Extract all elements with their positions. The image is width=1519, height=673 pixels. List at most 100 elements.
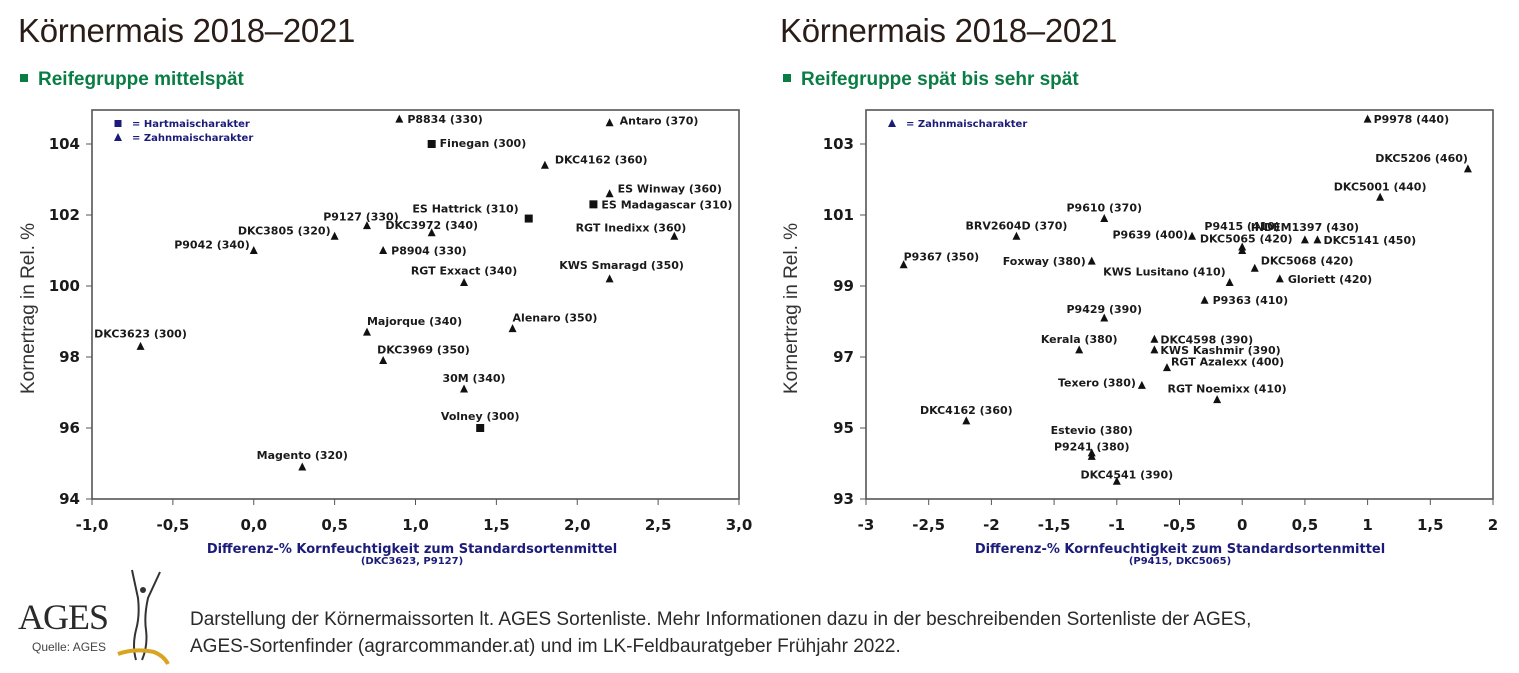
data-point: Alenaro (350) xyxy=(508,312,598,333)
data-point: KWS Smaragd (350) xyxy=(559,259,684,283)
x-tick-label: -2 xyxy=(983,516,1000,534)
chart-2: 93 95 97 99 101 103 -3 -2,5 -2 -1,5 -1 -0,5 0 0,5 1 1,5… xyxy=(781,109,1498,567)
point-label: ES Winway (360) xyxy=(618,183,722,196)
legend-triangle-icon xyxy=(114,133,122,141)
triangle-marker xyxy=(1200,295,1209,304)
data-point: P8904 (330) xyxy=(379,245,467,258)
x-tick-label: 1,0 xyxy=(402,516,429,534)
data-point: P9127 (330) xyxy=(323,211,399,230)
data-point: P9639 (400) xyxy=(1113,228,1197,241)
triangle-marker xyxy=(460,384,469,393)
x-tick-label: 0,0 xyxy=(240,516,267,534)
triangle-marker xyxy=(1300,235,1309,244)
data-point: Kerala (380) xyxy=(1041,333,1118,354)
point-label: P9415 (410) xyxy=(1204,220,1280,233)
triangle-marker xyxy=(362,221,371,230)
point-label: DKC3972 (340) xyxy=(385,219,478,232)
legend-triangle-icon xyxy=(888,119,896,127)
triangle-marker xyxy=(330,231,339,240)
y-tick-label: 96 xyxy=(59,419,80,437)
point-label: ES Madagascar (310) xyxy=(601,198,732,211)
ages-figure-icon xyxy=(117,569,170,665)
data-point: DKC4162 (360) xyxy=(540,153,648,169)
point-label: P9639 (400) xyxy=(1113,228,1189,241)
triangle-marker xyxy=(1225,277,1234,286)
chart-2-subtitle-text: Reifegruppe spät bis sehr spät xyxy=(801,69,1079,90)
triangle-marker xyxy=(899,260,908,269)
x-tick-label: -0,5 xyxy=(1163,516,1196,534)
point-label: RGT Azalexx (400) xyxy=(1171,356,1284,369)
triangle-marker xyxy=(605,189,614,198)
point-label: DKC4162 (360) xyxy=(920,404,1013,417)
ages-logo-text: AGES xyxy=(18,597,109,637)
point-label: KWS Kashmir (390) xyxy=(1160,344,1280,357)
triangle-marker xyxy=(1275,274,1284,283)
point-label: RGT Inedixx (360) xyxy=(576,221,687,234)
data-point: Foxway (380) xyxy=(1003,255,1096,268)
triangle-marker xyxy=(249,246,258,254)
x-tick-label: -1,0 xyxy=(76,516,109,534)
triangle-marker xyxy=(1100,313,1109,322)
bullet-icon xyxy=(783,73,791,82)
point-label: DKC3623 (300) xyxy=(94,327,187,340)
data-point: 30M (340) xyxy=(442,372,506,393)
point-label: P8834 (330) xyxy=(407,113,483,126)
y-tick-label: 93 xyxy=(833,490,854,508)
data-point: Volney (300) xyxy=(441,410,519,432)
triangle-marker xyxy=(605,118,614,127)
data-point: P8834 (330) xyxy=(395,113,483,126)
x-tick-label: -3 xyxy=(858,516,875,534)
point-label: Texero (380) xyxy=(1058,376,1136,389)
y-tick-label: 102 xyxy=(49,206,80,224)
triangle-marker xyxy=(1363,114,1372,123)
triangle-marker xyxy=(670,231,679,240)
triangle-marker xyxy=(362,327,371,336)
triangle-marker xyxy=(1150,345,1159,354)
y-tick-label: 98 xyxy=(59,348,80,366)
chart-1-subtitle: Reifegruppe mittelspät xyxy=(20,69,244,91)
point-label: Antaro (370) xyxy=(620,115,699,128)
data-point: DKC3623 (300) xyxy=(94,327,187,350)
x-axis-label: Differenz-% Kornfeuchtigkeit zum Standar… xyxy=(207,542,617,557)
data-point: RGT Inedixx (360) xyxy=(576,221,687,240)
data-point: Finegan (300) xyxy=(427,137,526,150)
x-tick-label: 1 xyxy=(1362,516,1372,534)
triangle-marker xyxy=(1012,231,1021,240)
chart-1-title: Körnermais 2018–2021 xyxy=(18,12,356,49)
y-axis-label: Kornertrag in Rel. % xyxy=(18,223,39,394)
data-point: P9978 (440) xyxy=(1363,113,1449,126)
chart-2-title: Körnermais 2018–2021 xyxy=(780,12,1118,49)
x-tick-label: 2,0 xyxy=(564,516,591,534)
data-point: DKC3972 (340) xyxy=(385,219,478,237)
data-point: RGT Exxact (340) xyxy=(411,264,517,286)
point-label: DKC5068 (420) xyxy=(1261,254,1354,267)
point-label: RGT Noemixx (410) xyxy=(1168,383,1287,396)
point-label: P9363 (410) xyxy=(1213,294,1289,307)
legend-label: = Zahnmaischarakter xyxy=(906,119,1027,130)
x-tick-label: -0,5 xyxy=(156,516,189,534)
point-label: DKC5141 (450) xyxy=(1323,234,1416,247)
footer-line-2: AGES-Sortenfinder (agrarcommander.at) un… xyxy=(190,636,901,657)
point-label: 30M (340) xyxy=(442,372,505,385)
x-axis-sublabel: (P9415, DKC5065) xyxy=(1129,556,1231,567)
point-label: Alenaro (350) xyxy=(513,312,598,325)
triangle-marker xyxy=(1112,476,1121,485)
triangle-marker xyxy=(379,356,388,365)
y-tick-label: 104 xyxy=(49,135,80,153)
triangle-marker xyxy=(1238,246,1247,254)
triangle-marker xyxy=(1313,235,1322,244)
point-label: P9042 (340) xyxy=(174,239,250,252)
data-point: Gloriett (420) xyxy=(1275,273,1372,286)
x-tick-label: -1,5 xyxy=(1038,516,1071,534)
x-tick-label: 0,5 xyxy=(321,516,348,534)
point-label: DKC4598 (390) xyxy=(1160,333,1253,346)
x-tick-label: 2,5 xyxy=(645,516,672,534)
point-label: P8904 (330) xyxy=(391,245,467,258)
data-point: DKC5206 (460) xyxy=(1375,152,1472,173)
x-tick-label: -1 xyxy=(1108,516,1125,534)
x-tick-label: 3,0 xyxy=(726,516,753,534)
data-point: P9363 (410) xyxy=(1200,294,1289,307)
data-point: P9241 (380) xyxy=(1054,440,1129,460)
y-tick-label: 99 xyxy=(833,277,854,295)
y-tick-label: 95 xyxy=(833,419,854,437)
